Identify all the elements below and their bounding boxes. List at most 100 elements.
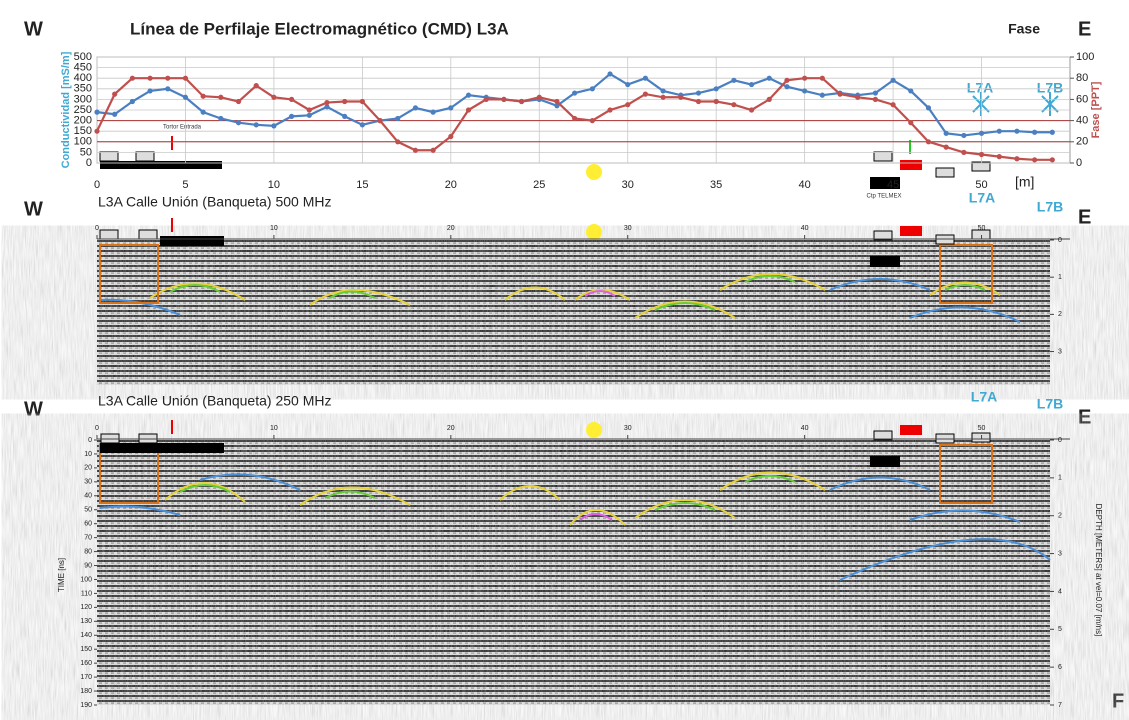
data-point xyxy=(802,88,807,93)
data-point xyxy=(714,86,719,91)
data-point xyxy=(201,94,206,99)
data-point xyxy=(537,95,542,100)
y2-tick-label: 4 xyxy=(1058,588,1062,595)
data-point xyxy=(484,97,489,102)
y-tick-label: 10 xyxy=(84,451,92,458)
data-point xyxy=(944,131,949,136)
data-point xyxy=(820,93,825,98)
data-point xyxy=(183,95,188,100)
data-point xyxy=(377,118,382,123)
data-point xyxy=(625,82,630,87)
data-point xyxy=(94,129,99,134)
data-point xyxy=(926,105,931,110)
data-point xyxy=(873,97,878,102)
data-point xyxy=(714,99,719,104)
x-tick-label: 0 xyxy=(95,425,99,432)
data-point xyxy=(448,105,453,110)
y-tick-label: 130 xyxy=(80,618,92,625)
data-point xyxy=(554,99,559,104)
data-point xyxy=(926,139,931,144)
y-tick-label: 110 xyxy=(81,590,92,597)
y-tick-label: 160 xyxy=(80,660,92,667)
data-point xyxy=(1014,129,1019,134)
y-tick-label: 200 xyxy=(74,115,92,127)
y2-tick-label: 0 xyxy=(1058,437,1062,444)
data-point xyxy=(820,76,825,81)
data-point xyxy=(466,93,471,98)
y2-tick-label: 7 xyxy=(1058,702,1062,709)
data-point xyxy=(201,110,206,115)
y-tick-label: 80 xyxy=(84,548,92,555)
data-point xyxy=(413,105,418,110)
y-axis-label: TIME [ns] xyxy=(57,558,66,592)
data-point xyxy=(961,150,966,155)
data-point xyxy=(130,99,135,104)
x-tick-label: 20 xyxy=(445,179,457,191)
data-point xyxy=(802,76,807,81)
figure: W E Fase Línea de Perfilaje Electromagné… xyxy=(0,0,1129,720)
west-label: W xyxy=(24,198,43,220)
data-point xyxy=(625,102,630,107)
x-tick-label: 10 xyxy=(270,225,278,232)
data-point xyxy=(607,107,612,112)
data-point xyxy=(979,131,984,136)
data-point xyxy=(979,152,984,157)
data-point xyxy=(837,92,842,97)
data-point xyxy=(767,97,772,102)
y-tick-label: 0 xyxy=(86,157,92,169)
data-point xyxy=(961,133,966,138)
data-point xyxy=(360,99,365,104)
x-tick-label: 10 xyxy=(268,179,280,191)
y2-axis-label: Fase [PPT] xyxy=(1090,81,1102,138)
data-point xyxy=(944,145,949,150)
data-point xyxy=(731,102,736,107)
data-point xyxy=(784,84,789,89)
y-tick-label: 0 xyxy=(88,437,92,444)
west-label: W xyxy=(24,398,43,420)
data-point xyxy=(254,122,259,127)
data-point xyxy=(908,88,913,93)
phase-label: Fase xyxy=(1008,21,1040,37)
radargram-noise xyxy=(97,240,1050,385)
y2-tick-label: 0 xyxy=(1058,237,1062,244)
west-label: W xyxy=(24,18,43,40)
data-point xyxy=(236,120,241,125)
data-point xyxy=(254,83,259,88)
data-point xyxy=(271,95,276,100)
data-point xyxy=(643,76,648,81)
data-point xyxy=(342,114,347,119)
data-point xyxy=(289,97,294,102)
y-tick-label: 400 xyxy=(74,72,92,84)
x-tick-label: 40 xyxy=(801,225,809,232)
x-tick-label: 0 xyxy=(95,225,99,232)
x-tick-label: 30 xyxy=(624,425,632,432)
data-point xyxy=(271,123,276,128)
data-point xyxy=(997,129,1002,134)
y-tick-label: 60 xyxy=(84,521,92,528)
y-tick-label: 350 xyxy=(74,83,92,95)
annotation: Tortor Entrada xyxy=(163,125,202,131)
x-tick-label: 30 xyxy=(624,225,632,232)
x-tick-label: 30 xyxy=(622,179,634,191)
data-point xyxy=(147,88,152,93)
data-point xyxy=(1032,130,1037,135)
data-point xyxy=(908,120,913,125)
data-point xyxy=(1050,130,1055,135)
data-point xyxy=(590,86,595,91)
y-tick-label: 120 xyxy=(80,604,92,611)
data-point xyxy=(1050,157,1055,162)
data-point xyxy=(572,90,577,95)
x-tick-label: 10 xyxy=(270,425,278,432)
data-point xyxy=(731,78,736,83)
data-point xyxy=(1032,157,1037,162)
y2-axis-label: DEPTH [METERS] at vel=0.07 [m/ns] xyxy=(1094,504,1103,637)
data-point xyxy=(749,82,754,87)
y-tick-label: 170 xyxy=(80,674,92,681)
data-point xyxy=(165,76,170,81)
annotation: Ctp TELMEX xyxy=(867,194,902,200)
x-tick-label: 15 xyxy=(356,179,368,191)
y-tick-label: 30 xyxy=(84,479,92,486)
data-point xyxy=(643,92,648,97)
y-tick-label: 150 xyxy=(80,646,92,653)
y-tick-label: 500 xyxy=(74,51,92,63)
